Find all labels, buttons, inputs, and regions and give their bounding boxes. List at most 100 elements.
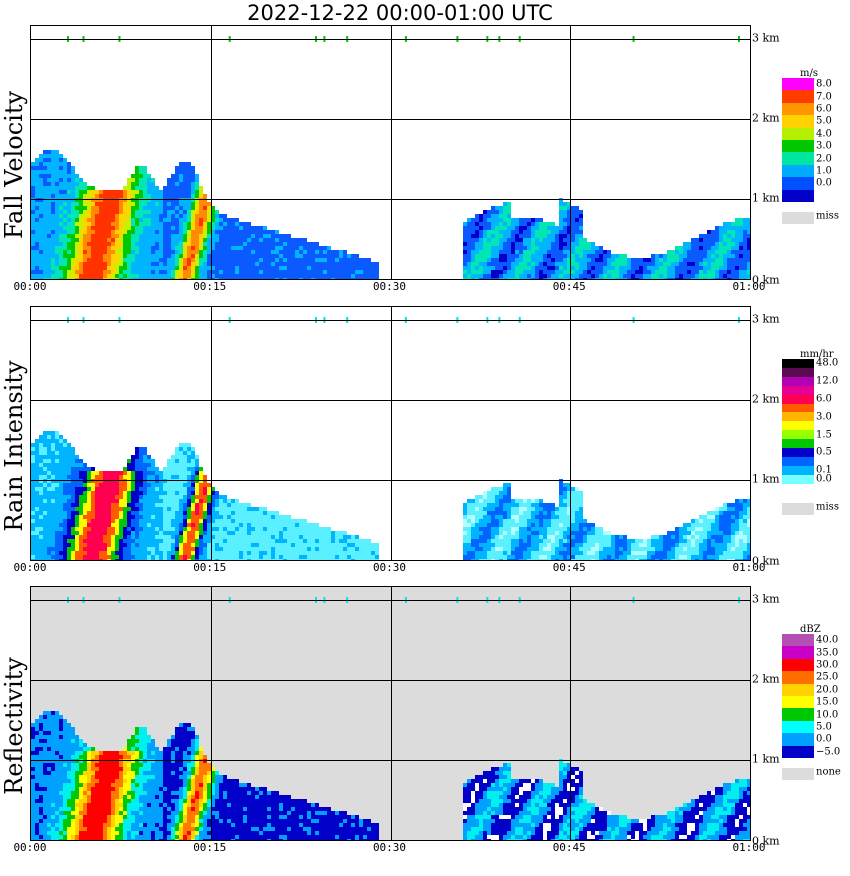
echo-cell: [83, 503, 87, 507]
echo-cell: [79, 531, 83, 535]
echo-cell: [255, 266, 259, 270]
echo-cell: [159, 487, 163, 491]
echo-cell: [275, 511, 279, 515]
echo-cell: [343, 539, 347, 543]
echo-cell: [343, 274, 347, 278]
echo-cell: [251, 254, 255, 258]
echo-cell: [243, 535, 247, 539]
echo-cell: [79, 551, 83, 555]
echo-cell: [339, 539, 343, 543]
echo-cell: [59, 507, 63, 511]
echo-cell: [47, 234, 51, 238]
echo-cell: [187, 246, 191, 250]
echo-cell: [291, 559, 295, 560]
echo-cell: [159, 222, 163, 226]
echo-cell: [87, 274, 91, 278]
echo-cell: [575, 487, 579, 491]
echo-cell: [539, 246, 543, 250]
echo-cell: [135, 539, 139, 543]
echo-cell: [159, 507, 163, 511]
echo-cell: [79, 515, 83, 519]
echo-cell: [67, 455, 71, 459]
echo-cell: [199, 194, 203, 198]
echo-cell: [491, 206, 495, 210]
echo-cell: [67, 262, 71, 266]
echo-cell: [587, 254, 591, 258]
echo-cell: [599, 559, 603, 560]
echo-cell: [51, 475, 55, 479]
echo-cell: [499, 547, 503, 551]
echo-cell: [515, 270, 519, 274]
echo-cell: [75, 242, 79, 246]
echo-cell: [247, 535, 251, 539]
echo-cell: [271, 519, 275, 523]
echo-cell: [71, 278, 75, 279]
echo-cell: [507, 230, 511, 234]
echo-cell: [79, 487, 83, 491]
echo-cell: [239, 262, 243, 266]
echo-cell: [223, 226, 227, 230]
echo-cell: [723, 230, 727, 234]
echo-cell: [583, 258, 587, 262]
echo-cell: [67, 499, 71, 503]
echo-cell: [111, 270, 115, 274]
echo-cell: [155, 535, 159, 539]
echo-cell: [39, 170, 43, 174]
echo-cell: [359, 274, 363, 278]
echo-cell: [311, 254, 315, 258]
echo-cell: [107, 218, 111, 222]
echo-cell: [139, 218, 143, 222]
echo-cell: [31, 463, 35, 467]
echo-cell: [159, 258, 163, 262]
echo-cell: [495, 551, 499, 555]
echo-cell: [519, 511, 523, 515]
echo-cell: [203, 551, 207, 555]
echo-cell: [279, 242, 283, 246]
echo-cell: [115, 210, 119, 214]
echo-cell: [219, 535, 223, 539]
echo-cell: [295, 523, 299, 527]
echo-cell: [107, 487, 111, 491]
echo-cell: [739, 222, 743, 226]
echo-cell: [195, 214, 199, 218]
echo-cell: [143, 206, 147, 210]
echo-cell: [575, 266, 579, 270]
echo-cell: [135, 262, 139, 266]
echo-cell: [327, 246, 331, 250]
echo-cell: [539, 274, 543, 278]
echo-cell: [339, 254, 343, 258]
echo-cell: [195, 234, 199, 238]
echo-cell: [551, 262, 555, 266]
echo-cell: [743, 266, 747, 270]
echo-cell: [275, 555, 279, 559]
echo-cell: [75, 262, 79, 266]
echo-cell: [55, 150, 59, 154]
echo-cell: [55, 443, 59, 447]
echo-cell: [351, 559, 355, 560]
echo-cell: [271, 551, 275, 555]
echo-cell: [107, 551, 111, 555]
echo-cell: [715, 258, 719, 262]
echo-cell: [35, 274, 39, 278]
echo-cell: [359, 278, 363, 279]
echo-cell: [231, 535, 235, 539]
echo-cell: [39, 559, 43, 560]
echo-cell: [135, 174, 139, 178]
echo-cell: [331, 543, 335, 547]
echo-cell: [651, 266, 655, 270]
echo-cell: [151, 262, 155, 266]
echo-cell: [335, 547, 339, 551]
echo-cell: [719, 254, 723, 258]
echo-cell: [499, 551, 503, 555]
echo-cell: [551, 539, 555, 543]
echo-cell: [555, 523, 559, 527]
echo-cell: [203, 543, 207, 547]
echo-cell: [91, 487, 95, 491]
echo-cell: [75, 483, 79, 487]
echo-cell: [155, 523, 159, 527]
echo-cell: [579, 491, 583, 495]
echo-cell: [103, 222, 107, 226]
echo-cell: [151, 258, 155, 262]
echo-cell: [483, 539, 487, 543]
echo-cell: [503, 214, 507, 218]
